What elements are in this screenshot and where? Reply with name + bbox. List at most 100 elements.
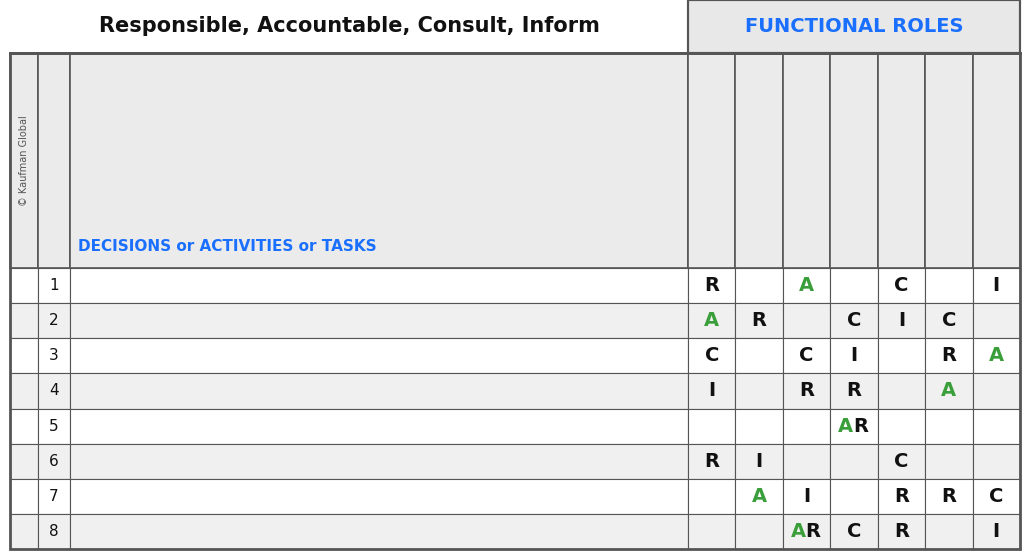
Bar (38, 338, 70, 374)
Bar (783, 303, 830, 338)
Text: I: I (756, 452, 762, 471)
Bar (783, 514, 830, 549)
Bar (688, 444, 735, 479)
Text: R: R (853, 417, 868, 435)
Text: 5: 5 (49, 419, 59, 434)
Text: Responsible, Accountable, Consult, Inform: Responsible, Accountable, Consult, Infor… (99, 17, 599, 36)
Bar (830, 444, 878, 479)
Bar (70, 514, 688, 549)
Text: 8: 8 (49, 524, 59, 539)
Bar (878, 338, 925, 374)
Bar (688, 268, 735, 303)
Bar (688, 374, 735, 408)
Text: 4: 4 (49, 383, 59, 398)
Bar (972, 338, 1020, 374)
Text: R: R (799, 381, 814, 401)
Bar (783, 338, 830, 374)
Bar (878, 53, 925, 268)
Bar (70, 268, 688, 303)
Text: C: C (941, 311, 956, 330)
Bar (925, 374, 972, 408)
Bar (10, 479, 38, 514)
Bar (972, 53, 1020, 268)
Bar (38, 53, 70, 268)
Bar (10, 53, 38, 268)
Bar (878, 408, 925, 444)
Bar (688, 408, 735, 444)
Bar (735, 53, 783, 268)
Bar (972, 514, 1020, 549)
Bar (688, 0, 1020, 53)
Text: 2: 2 (49, 313, 59, 328)
Bar (925, 479, 972, 514)
Text: A: A (837, 417, 853, 435)
Text: A: A (941, 381, 957, 401)
Bar (830, 53, 878, 268)
Bar (925, 53, 972, 268)
Bar (735, 444, 783, 479)
Text: 6: 6 (49, 453, 59, 469)
Bar (972, 303, 1020, 338)
Text: A: A (790, 522, 805, 541)
Bar (783, 444, 830, 479)
Bar (10, 303, 38, 338)
Text: R: R (847, 381, 861, 401)
Text: 3: 3 (49, 348, 59, 363)
Bar (925, 444, 972, 479)
Bar (925, 338, 972, 374)
Text: C: C (894, 276, 908, 295)
Bar (735, 338, 783, 374)
Bar (972, 408, 1020, 444)
Text: I: I (993, 522, 1000, 541)
Bar (735, 479, 783, 514)
Bar (783, 408, 830, 444)
Text: DECISIONS or ACTIVITIES or TASKS: DECISIONS or ACTIVITIES or TASKS (78, 239, 377, 254)
Text: C: C (989, 487, 1003, 506)
Text: I: I (993, 276, 1000, 295)
Bar (830, 268, 878, 303)
Bar (878, 268, 925, 303)
Bar (38, 408, 70, 444)
Bar (830, 374, 878, 408)
Bar (783, 479, 830, 514)
Text: FUNCTIONAL ROLES: FUNCTIONAL ROLES (745, 17, 963, 36)
Bar (688, 53, 735, 268)
Bar (38, 514, 70, 549)
Bar (38, 303, 70, 338)
Bar (783, 374, 830, 408)
Bar (10, 514, 38, 549)
Bar (878, 479, 925, 514)
Text: R: R (894, 522, 908, 541)
Bar (878, 303, 925, 338)
Bar (10, 374, 38, 408)
Bar (878, 514, 925, 549)
Bar (830, 408, 878, 444)
Bar (830, 338, 878, 374)
Text: A: A (752, 487, 766, 506)
Bar (878, 444, 925, 479)
Text: C: C (894, 452, 908, 471)
Bar (38, 444, 70, 479)
Bar (735, 514, 783, 549)
Bar (783, 53, 830, 268)
Text: R: R (705, 452, 719, 471)
Bar (10, 408, 38, 444)
Text: C: C (847, 522, 861, 541)
Text: R: R (941, 487, 957, 506)
Bar (70, 303, 688, 338)
Text: C: C (705, 347, 719, 365)
Bar (972, 268, 1020, 303)
Text: I: I (709, 381, 715, 401)
Bar (783, 268, 830, 303)
Text: A: A (705, 311, 719, 330)
Bar (688, 479, 735, 514)
Text: © Kaufman Global: © Kaufman Global (19, 115, 29, 206)
Bar (10, 444, 38, 479)
Text: R: R (705, 276, 719, 295)
Bar (10, 268, 38, 303)
Bar (70, 444, 688, 479)
Bar (70, 408, 688, 444)
Bar (735, 374, 783, 408)
Bar (38, 268, 70, 303)
Bar (0, 0, 1020, 53)
